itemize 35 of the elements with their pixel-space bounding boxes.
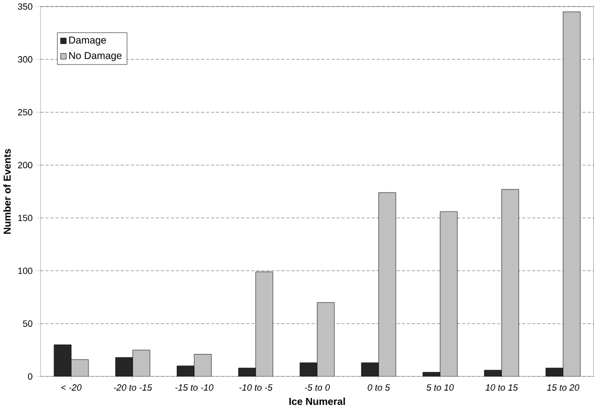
bar bbox=[300, 362, 318, 376]
bar bbox=[361, 362, 379, 376]
y-tick-label: 200 bbox=[18, 162, 32, 168]
y-tick-label: 300 bbox=[18, 56, 32, 62]
y-tick-label: 100 bbox=[18, 267, 32, 274]
y-tick-label: 0 bbox=[28, 373, 32, 380]
bar bbox=[115, 357, 133, 376]
legend-label: Damage bbox=[69, 36, 106, 46]
bar bbox=[176, 366, 194, 376]
legend-label: No Damage bbox=[69, 52, 122, 61]
bar bbox=[132, 350, 150, 376]
x-tick-label: -20 to -15 bbox=[114, 384, 152, 391]
bar bbox=[562, 11, 580, 376]
x-tick-label: < -20 bbox=[61, 384, 82, 391]
bar bbox=[501, 189, 519, 376]
x-tick-label: 15 to 20 bbox=[546, 384, 580, 391]
y-tick-label: 250 bbox=[18, 108, 32, 116]
y-tick-label: 50 bbox=[23, 320, 32, 327]
bar bbox=[378, 192, 396, 376]
x-tick-label: -15 to -10 bbox=[175, 384, 214, 391]
y-tick-label: 150 bbox=[18, 214, 32, 221]
x-tick-label: -10 to -5 bbox=[239, 384, 273, 391]
bar bbox=[440, 211, 458, 376]
x-tick-label: 10 to 15 bbox=[486, 384, 518, 391]
x-tick-label: 0 to 5 bbox=[368, 384, 390, 391]
x-axis-title: Ice Numeral bbox=[289, 397, 345, 405]
bar bbox=[54, 344, 72, 376]
bar bbox=[194, 354, 212, 376]
bar bbox=[255, 271, 274, 376]
bar bbox=[316, 302, 335, 376]
bar bbox=[71, 359, 89, 376]
x-tick-label: 5 to 10 bbox=[426, 384, 454, 391]
y-axis-title: Number of Events bbox=[3, 148, 11, 234]
x-tick-label: -5 to 0 bbox=[304, 384, 330, 391]
y-tick-label: 350 bbox=[18, 3, 32, 10]
